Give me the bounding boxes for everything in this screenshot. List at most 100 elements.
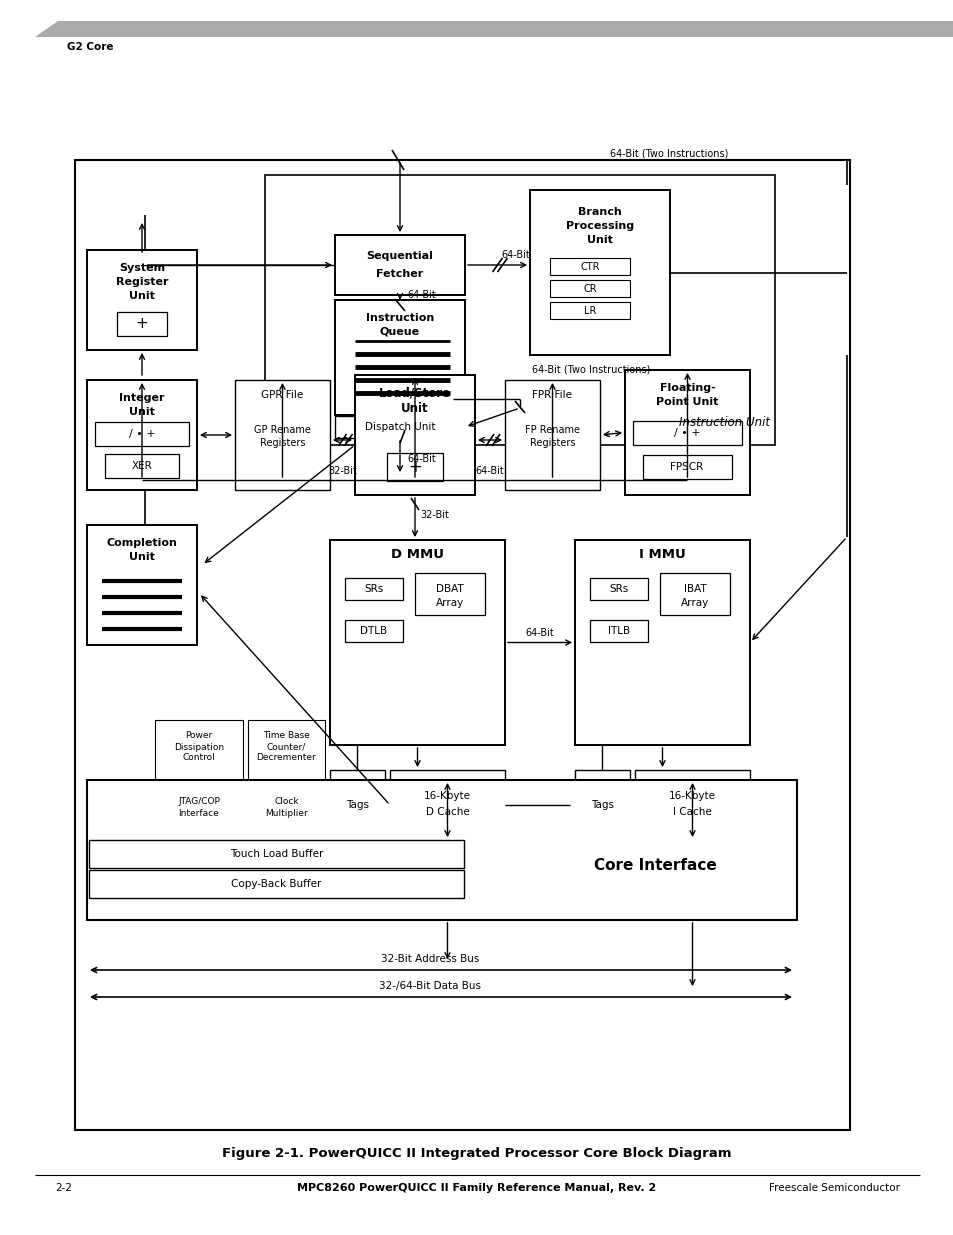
Bar bbox=[550, 280, 629, 296]
Text: I MMU: I MMU bbox=[639, 547, 685, 561]
Text: SRs: SRs bbox=[364, 584, 383, 594]
Text: Interface: Interface bbox=[178, 809, 219, 819]
Bar bbox=[550, 258, 629, 275]
Text: Floating-: Floating- bbox=[659, 383, 715, 393]
Bar bbox=[345, 620, 402, 642]
Text: Registers: Registers bbox=[259, 438, 305, 448]
Text: 64-Bit: 64-Bit bbox=[525, 627, 554, 637]
Text: Registers: Registers bbox=[529, 438, 575, 448]
Bar bbox=[95, 422, 189, 446]
Polygon shape bbox=[35, 21, 953, 37]
Text: LR: LR bbox=[583, 305, 596, 315]
Text: Time Base: Time Base bbox=[263, 731, 310, 741]
Bar bbox=[589, 578, 647, 600]
Text: Queue: Queue bbox=[379, 327, 419, 337]
Text: Freescale Semiconductor: Freescale Semiconductor bbox=[768, 1183, 899, 1193]
Bar bbox=[387, 453, 442, 480]
Text: 2-2: 2-2 bbox=[55, 1183, 71, 1193]
Text: Dispatch Unit: Dispatch Unit bbox=[364, 422, 435, 432]
Text: +: + bbox=[135, 316, 149, 331]
Bar bbox=[550, 303, 629, 319]
Text: 16-Kbyte: 16-Kbyte bbox=[423, 790, 471, 802]
Text: Unit: Unit bbox=[129, 552, 154, 562]
Bar bbox=[87, 781, 796, 920]
Text: Figure 2-1. PowerQUICC II Integrated Processor Core Block Diagram: Figure 2-1. PowerQUICC II Integrated Pro… bbox=[222, 1146, 731, 1160]
Text: Tags: Tags bbox=[590, 800, 614, 810]
Text: 32-Bit Address Bus: 32-Bit Address Bus bbox=[380, 953, 478, 965]
Text: MPC8260 PowerQUICC II Family Reference Manual, Rev. 2: MPC8260 PowerQUICC II Family Reference M… bbox=[297, 1183, 656, 1193]
Bar bbox=[624, 370, 749, 495]
Text: +: + bbox=[408, 458, 421, 475]
Bar bbox=[89, 840, 463, 868]
Text: Tags: Tags bbox=[346, 800, 369, 810]
Text: 64-Bit: 64-Bit bbox=[476, 466, 504, 475]
Text: 32-Bit: 32-Bit bbox=[328, 466, 356, 475]
Text: SRs: SRs bbox=[609, 584, 628, 594]
Bar bbox=[87, 380, 196, 490]
Text: D MMU: D MMU bbox=[391, 547, 443, 561]
Text: CR: CR bbox=[582, 284, 597, 294]
Text: Power: Power bbox=[185, 731, 213, 741]
Bar bbox=[87, 525, 196, 645]
Text: 16-Kbyte: 16-Kbyte bbox=[668, 790, 716, 802]
Text: Instruction Unit: Instruction Unit bbox=[679, 416, 769, 429]
Text: Processing: Processing bbox=[565, 221, 634, 231]
Text: Completion: Completion bbox=[107, 538, 177, 548]
Text: / • +: / • + bbox=[673, 429, 700, 438]
Bar bbox=[335, 300, 464, 415]
Text: Instruction: Instruction bbox=[366, 312, 434, 324]
Text: 32-Bit: 32-Bit bbox=[420, 510, 449, 520]
Text: Core Interface: Core Interface bbox=[593, 857, 716, 872]
Bar bbox=[633, 421, 741, 445]
Text: Sequential: Sequential bbox=[366, 251, 433, 261]
Text: Point Unit: Point Unit bbox=[656, 396, 718, 408]
Bar bbox=[234, 380, 330, 490]
Text: Multiplier: Multiplier bbox=[265, 809, 308, 819]
Text: Integer: Integer bbox=[119, 393, 165, 403]
Bar bbox=[248, 790, 325, 840]
Text: JTAG/COP: JTAG/COP bbox=[178, 798, 220, 806]
Bar bbox=[355, 375, 475, 495]
Bar bbox=[105, 454, 179, 478]
Text: Decrementer: Decrementer bbox=[256, 753, 316, 762]
Text: / • +: / • + bbox=[129, 429, 155, 438]
Text: I Cache: I Cache bbox=[673, 806, 711, 818]
Text: Unit: Unit bbox=[129, 408, 154, 417]
Bar bbox=[504, 380, 599, 490]
Bar bbox=[635, 769, 749, 840]
Bar bbox=[265, 175, 774, 445]
Text: 32-/64-Bit Data Bus: 32-/64-Bit Data Bus bbox=[378, 981, 480, 990]
Bar bbox=[642, 454, 731, 479]
Bar bbox=[154, 790, 243, 840]
Bar bbox=[248, 720, 325, 785]
Text: Counter/: Counter/ bbox=[267, 742, 306, 752]
Bar bbox=[154, 720, 243, 785]
Text: GP Rename: GP Rename bbox=[253, 425, 311, 435]
Text: GPR File: GPR File bbox=[261, 390, 303, 400]
Bar bbox=[530, 190, 669, 354]
Text: System: System bbox=[119, 263, 165, 273]
Bar bbox=[345, 578, 402, 600]
Text: Array: Array bbox=[680, 598, 708, 608]
Text: Unit: Unit bbox=[129, 291, 154, 301]
Text: Load/Store: Load/Store bbox=[378, 387, 451, 399]
Bar bbox=[75, 161, 849, 1130]
Text: 64-Bit (Two Instructions): 64-Bit (Two Instructions) bbox=[532, 366, 650, 375]
Text: Unit: Unit bbox=[586, 235, 612, 245]
Bar bbox=[575, 769, 629, 840]
Text: Control: Control bbox=[182, 753, 215, 762]
Text: Branch: Branch bbox=[578, 207, 621, 217]
Bar bbox=[589, 620, 647, 642]
Text: FPSCR: FPSCR bbox=[670, 462, 703, 472]
Bar bbox=[415, 573, 484, 615]
Text: Fetcher: Fetcher bbox=[376, 269, 423, 279]
Bar bbox=[89, 869, 463, 898]
Text: Copy-Back Buffer: Copy-Back Buffer bbox=[231, 879, 321, 889]
Text: Register: Register bbox=[115, 277, 168, 287]
Text: D Cache: D Cache bbox=[425, 806, 469, 818]
Text: 64-Bit: 64-Bit bbox=[500, 249, 529, 261]
Text: Dissipation: Dissipation bbox=[173, 742, 224, 752]
Bar bbox=[330, 540, 504, 745]
Bar bbox=[335, 235, 464, 295]
Text: G2 Core: G2 Core bbox=[67, 42, 113, 52]
